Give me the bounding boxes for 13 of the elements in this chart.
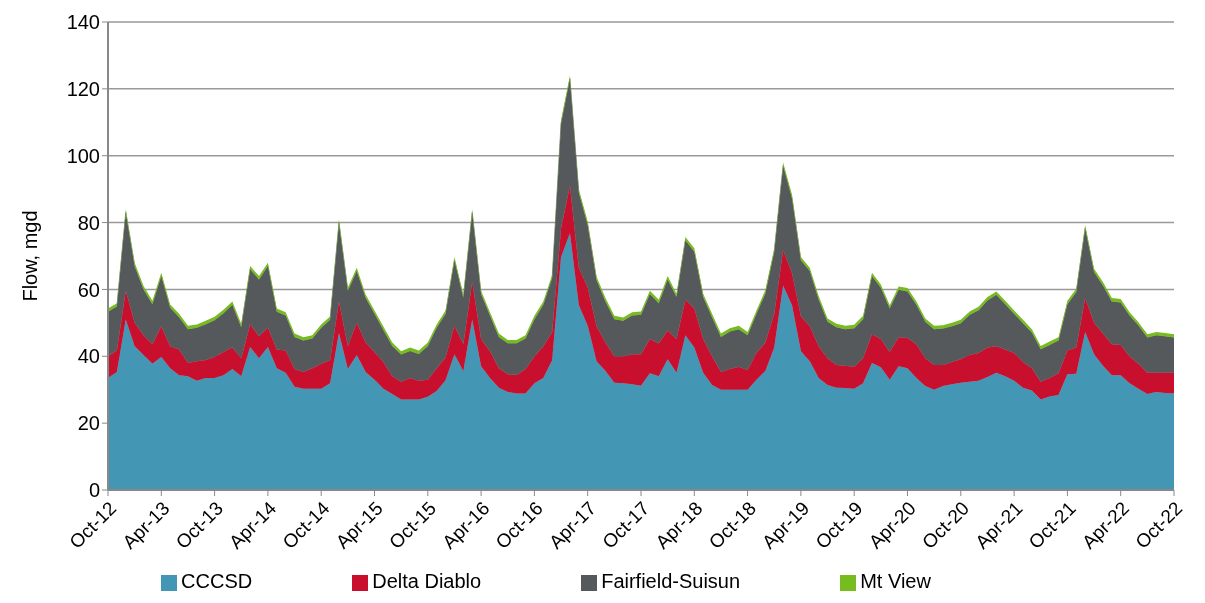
y-tick-label: 0 — [88, 479, 100, 502]
legend-label: Delta Diablo — [372, 570, 482, 592]
legend-label: Mt View — [860, 570, 931, 592]
y-axis-title: Flow, mgd — [19, 210, 42, 302]
y-tick-label: 20 — [77, 412, 100, 435]
y-tick-label: 140 — [66, 11, 100, 34]
y-tick-label: 40 — [77, 345, 100, 368]
legend-label: Fairfield-Suisun — [601, 570, 741, 592]
legend-label: CCCSD — [181, 570, 253, 592]
y-tick-label: 100 — [66, 144, 100, 167]
y-tick-label: 80 — [77, 211, 100, 234]
y-tick-label: 120 — [66, 77, 100, 100]
y-tick-label: 60 — [77, 278, 100, 301]
